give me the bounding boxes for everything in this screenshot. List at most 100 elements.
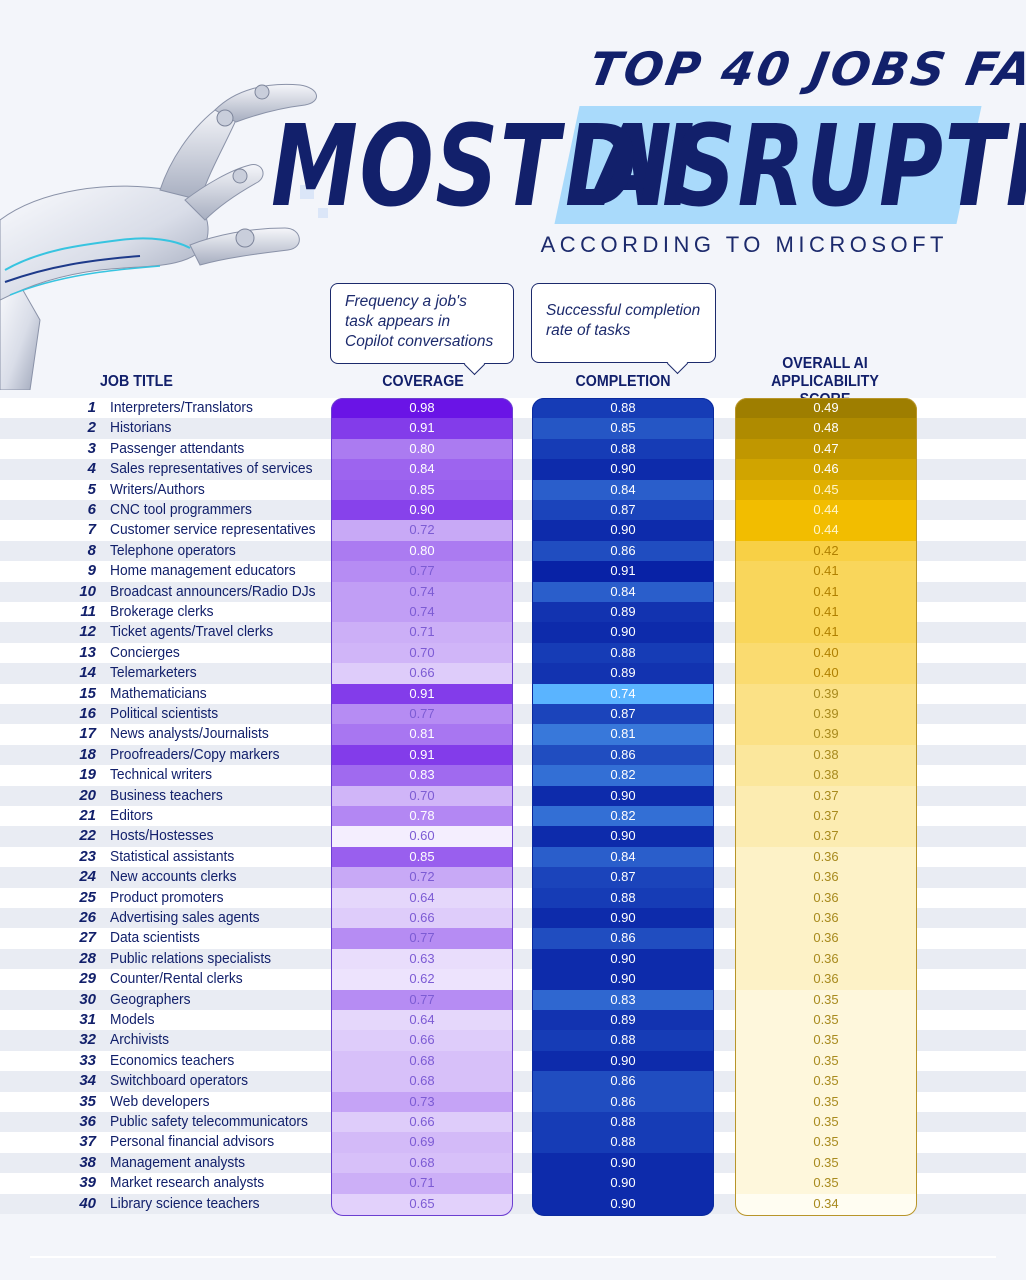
job-title: Data scientists	[110, 929, 200, 947]
coverage-cell: 0.70	[331, 785, 513, 807]
score-cell: 0.41	[735, 561, 917, 583]
title-main-right: DISRUPTION	[565, 102, 1026, 232]
job-rank: 11	[80, 603, 96, 620]
completion-column: 0.88 0.85 0.88 0.90 0.84 0.87 0.90 0.86 0.91 0.84…	[532, 398, 714, 1216]
job-rank: 36	[79, 1113, 96, 1130]
job-rank: 32	[79, 1031, 96, 1049]
job-title: Telemarketers	[110, 664, 197, 682]
coverage-cell: 0.62	[331, 969, 513, 991]
job-title: Writers/Authors	[110, 480, 205, 498]
coverage-cell: 0.70	[331, 642, 513, 664]
job-title: Counter/Rental clerks	[110, 970, 243, 988]
completion-cell: 0.86	[532, 1071, 714, 1093]
completion-cell: 0.82	[532, 765, 714, 787]
job-rank: 16	[79, 705, 96, 722]
coverage-cell: 0.66	[331, 663, 513, 685]
score-cell: 0.36	[735, 887, 917, 909]
subtitle: ACCORDING TO MICROSOFT	[540, 232, 948, 257]
coverage-cell: 0.85	[331, 846, 513, 868]
completion-cell: 0.86	[532, 1091, 714, 1113]
score-cell: 0.36	[735, 846, 917, 868]
coverage-cell: 0.68	[331, 1152, 513, 1174]
job-rank: 10	[79, 582, 96, 600]
completion-cell: 0.87	[532, 500, 714, 521]
coverage-cell: 0.64	[331, 887, 513, 909]
coverage-cell: 0.66	[331, 1112, 513, 1133]
score-cell: 0.38	[735, 765, 917, 787]
score-cell: 0.35	[735, 1010, 917, 1031]
score-cell: 0.35	[735, 1071, 917, 1093]
job-title: Personal financial advisors	[110, 1133, 275, 1151]
job-title: Statistical assistants	[110, 847, 235, 865]
coverage-cell: 0.91	[331, 683, 513, 705]
score-cell: 0.35	[735, 989, 917, 1011]
coverage-cell: 0.90	[331, 500, 513, 521]
score-cell: 0.47	[735, 438, 917, 460]
completion-cell: 0.86	[532, 540, 714, 562]
job-rank: 33	[79, 1051, 96, 1069]
completion-cell: 0.90	[532, 622, 714, 644]
job-title: New accounts clerks	[110, 868, 237, 886]
score-cell: 0.36	[735, 908, 917, 929]
job-rank: 15	[79, 684, 96, 702]
job-title: Hosts/Hostesses	[110, 827, 214, 845]
coverage-cell: 0.77	[331, 704, 513, 725]
title-main-left: MOST AI	[271, 102, 697, 232]
footer-line	[30, 1256, 996, 1258]
score-cell: 0.35	[735, 1050, 917, 1072]
job-title: News analysts/Journalists	[110, 725, 269, 743]
job-rank: 13	[79, 643, 96, 661]
job-title: Proofreaders/Copy markers	[110, 745, 280, 763]
completion-cell: 0.74	[532, 683, 714, 705]
coverage-cell: 0.72	[331, 867, 513, 889]
score-cell: 0.36	[735, 928, 917, 950]
coverage-cell: 0.74	[331, 602, 513, 623]
coverage-cell: 0.85	[331, 479, 513, 501]
completion-cell: 0.86	[532, 744, 714, 766]
completion-cell: 0.88	[532, 642, 714, 664]
score-cell: 0.36	[735, 948, 917, 970]
job-rank: 20	[79, 786, 96, 804]
completion-cell: 0.84	[532, 479, 714, 501]
job-title: Economics teachers	[110, 1051, 235, 1069]
job-title: Public safety telecommunicators	[110, 1113, 308, 1130]
score-cell: 0.36	[735, 867, 917, 889]
coverage-cell: 0.83	[331, 765, 513, 787]
job-title: Business teachers	[110, 786, 223, 804]
job-rank: 24	[79, 868, 96, 886]
job-rank: 12	[79, 623, 96, 641]
job-rank: 2	[87, 419, 96, 437]
score-cell: 0.35	[735, 1132, 917, 1154]
job-title: Switchboard operators	[110, 1072, 249, 1090]
job-rank: 5	[87, 480, 96, 498]
job-title: Geographers	[110, 990, 191, 1008]
score-cell: 0.40	[735, 663, 917, 685]
completion-cell: 0.81	[532, 724, 714, 746]
title-top: TOP 40 JOBS FACING THE	[585, 42, 1026, 96]
coverage-cell: 0.71	[331, 1173, 513, 1195]
job-title: Models	[110, 1011, 155, 1028]
job-rank: 27	[79, 929, 96, 947]
score-cell: 0.48	[735, 418, 917, 440]
completion-cell: 0.88	[532, 1112, 714, 1133]
job-rank: 19	[79, 766, 96, 784]
coverage-cell: 0.66	[331, 908, 513, 929]
completion-cell: 0.84	[532, 846, 714, 868]
job-title: Brokerage clerks	[110, 603, 214, 620]
job-title: Home management educators	[110, 562, 296, 580]
job-rank: 40	[79, 1194, 96, 1212]
completion-cell: 0.90	[532, 969, 714, 991]
job-rank: 39	[79, 1174, 96, 1192]
coverage-cell: 0.77	[331, 928, 513, 950]
job-title: Sales representatives of services	[110, 460, 313, 478]
completion-cell: 0.91	[532, 561, 714, 583]
score-cell: 0.35	[735, 1112, 917, 1133]
header-completion: COMPLETION	[575, 373, 671, 390]
job-rank: 35	[79, 1092, 96, 1110]
score-cell: 0.35	[735, 1152, 917, 1174]
completion-cell: 0.88	[532, 398, 714, 419]
score-cell: 0.35	[735, 1173, 917, 1195]
completion-callout: Successful completion rate of tasks	[531, 283, 716, 363]
job-title: Political scientists	[110, 705, 219, 722]
completion-callout-text: Successful completion rate of tasks	[546, 302, 701, 339]
